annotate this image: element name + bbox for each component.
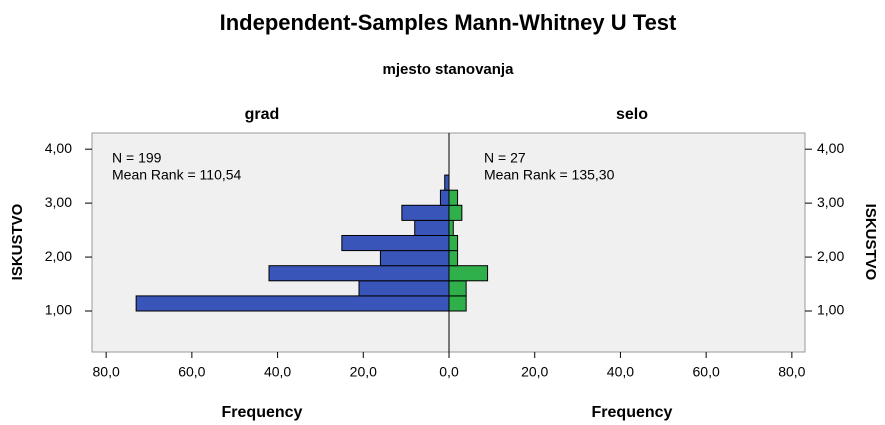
bar <box>448 265 489 282</box>
x-axis-label: Frequency <box>592 404 673 421</box>
bar <box>448 189 459 206</box>
annotation: N = 27 <box>484 150 526 166</box>
panel-title: grad <box>245 106 280 123</box>
bar <box>401 204 450 221</box>
bar <box>358 280 450 297</box>
x-tick-label: 60,0 <box>178 364 205 380</box>
y-tick-label: 2,00 <box>817 248 844 264</box>
annotation: N = 199 <box>112 150 162 166</box>
chart-title: Independent-Samples Mann-Whitney U Test <box>220 10 677 35</box>
bar <box>268 265 450 282</box>
bar <box>379 250 450 267</box>
y-tick-label: 2,00 <box>45 248 72 264</box>
bar <box>448 295 467 312</box>
y-tick-label: 1,00 <box>45 302 72 318</box>
bar <box>444 174 450 191</box>
annotation: Mean Rank = 110,54 <box>112 167 242 183</box>
x-tick-label: 0,0 <box>439 364 459 380</box>
x-tick-label: 80,0 <box>93 364 120 380</box>
y-tick-label: 3,00 <box>817 194 844 210</box>
bar <box>414 219 450 236</box>
y-tick-label: 4,00 <box>45 140 72 156</box>
x-tick-label: 20,0 <box>521 364 548 380</box>
bar <box>448 219 454 236</box>
bar <box>448 280 467 297</box>
y-tick-label: 3,00 <box>45 194 72 210</box>
y-tick-label: 1,00 <box>817 302 844 318</box>
bar <box>439 189 450 206</box>
bar <box>341 234 450 252</box>
annotation: Mean Rank = 135,30 <box>484 167 615 183</box>
bar <box>135 295 450 312</box>
x-tick-label: 80,0 <box>778 364 805 380</box>
y-axis-label: ISKUSTVO <box>862 204 879 281</box>
x-tick-label: 40,0 <box>607 364 634 380</box>
bar <box>448 250 459 267</box>
panel-title: selo <box>616 106 648 123</box>
x-tick-label: 20,0 <box>350 364 377 380</box>
y-tick-label: 4,00 <box>817 140 844 156</box>
bar <box>448 204 463 221</box>
bar <box>448 234 459 252</box>
x-tick-label: 60,0 <box>693 364 720 380</box>
x-axis-label: Frequency <box>222 404 303 421</box>
y-axis-label: ISKUSTVO <box>9 203 26 280</box>
chart-subtitle: mjesto stanovanja <box>383 61 515 78</box>
x-tick-label: 40,0 <box>264 364 291 380</box>
